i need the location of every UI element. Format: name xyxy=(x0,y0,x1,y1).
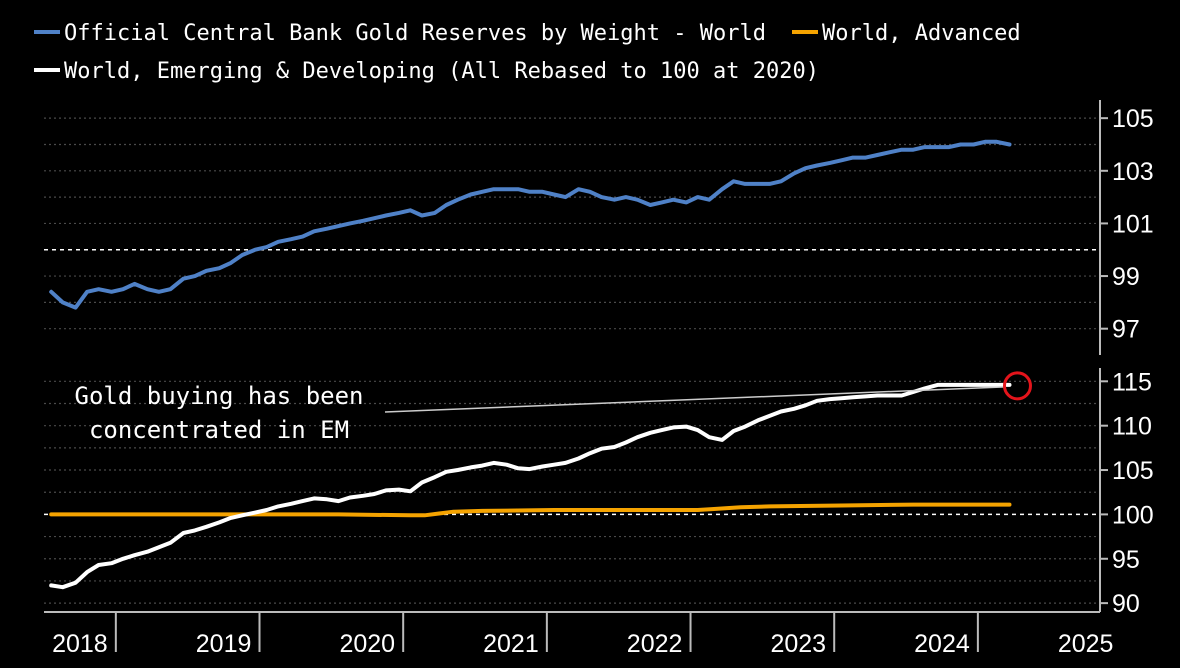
bottom-y-tick-label: 90 xyxy=(1112,590,1140,618)
x-tick-label: 2025 xyxy=(1058,630,1114,658)
x-axis-dividers xyxy=(114,612,979,652)
series-line-advanced xyxy=(49,502,1012,518)
top-series xyxy=(49,139,1012,310)
top-y-tick-label: 99 xyxy=(1112,263,1140,291)
bottom-y-tick-label: 105 xyxy=(1112,457,1154,485)
x-tick-label: 2022 xyxy=(627,630,683,658)
bottom-y-tick-label: 95 xyxy=(1112,546,1140,574)
legend-label-advanced: World, Advanced xyxy=(822,21,1021,46)
legend: Official Central Bank Gold Reserves by W… xyxy=(34,21,1021,84)
annotation-text-line-1: Gold buying has been xyxy=(75,382,364,410)
bottom-gridlines xyxy=(44,380,1100,604)
x-tick-label: 2020 xyxy=(339,630,395,658)
top-y-tick-label: 105 xyxy=(1112,105,1154,133)
series-line-world xyxy=(49,139,1012,310)
bottom-y-tick-label: 115 xyxy=(1112,368,1152,396)
x-tick-label: 2024 xyxy=(914,630,970,658)
bottom-panel: 115 110 105 100 95 90 Gold buying has been co… xyxy=(44,368,1154,618)
legend-label-world: Official Central Bank Gold Reserves by W… xyxy=(64,21,766,46)
annotation-leader-line xyxy=(384,386,1006,413)
top-gridlines xyxy=(44,117,1100,330)
top-y-ticks: 105 103 101 99 97 xyxy=(1100,105,1154,344)
annotation: Gold buying has been concentrated in EM xyxy=(75,371,1032,444)
top-y-tick-label: 97 xyxy=(1112,316,1140,344)
bottom-y-tick-label: 110 xyxy=(1112,413,1152,441)
top-y-tick-label: 103 xyxy=(1112,158,1154,186)
x-axis: 2018 2019 2020 2021 2022 2023 2024 2025 xyxy=(44,611,1113,658)
x-tick-label: 2019 xyxy=(196,630,252,658)
top-y-tick-label: 101 xyxy=(1112,210,1154,238)
x-tick-label: 2023 xyxy=(770,630,826,658)
bottom-y-tick-label: 100 xyxy=(1112,501,1154,529)
x-tick-label: 2018 xyxy=(52,630,108,658)
annotation-text-line-2: concentrated in EM xyxy=(89,416,349,444)
series-line-emerging xyxy=(49,382,1012,590)
top-panel: 105 103 101 99 97 xyxy=(44,100,1154,355)
x-axis-ticks: 2018 2019 2020 2021 2022 2023 2024 2025 xyxy=(52,630,1113,658)
bottom-series xyxy=(49,382,1012,590)
x-tick-label: 2021 xyxy=(483,630,539,658)
highlight-circle xyxy=(1002,371,1032,401)
legend-label-emerging: World, Emerging & Developing (All Rebase… xyxy=(64,59,819,84)
bottom-y-ticks: 115 110 105 100 95 90 xyxy=(1100,368,1154,618)
